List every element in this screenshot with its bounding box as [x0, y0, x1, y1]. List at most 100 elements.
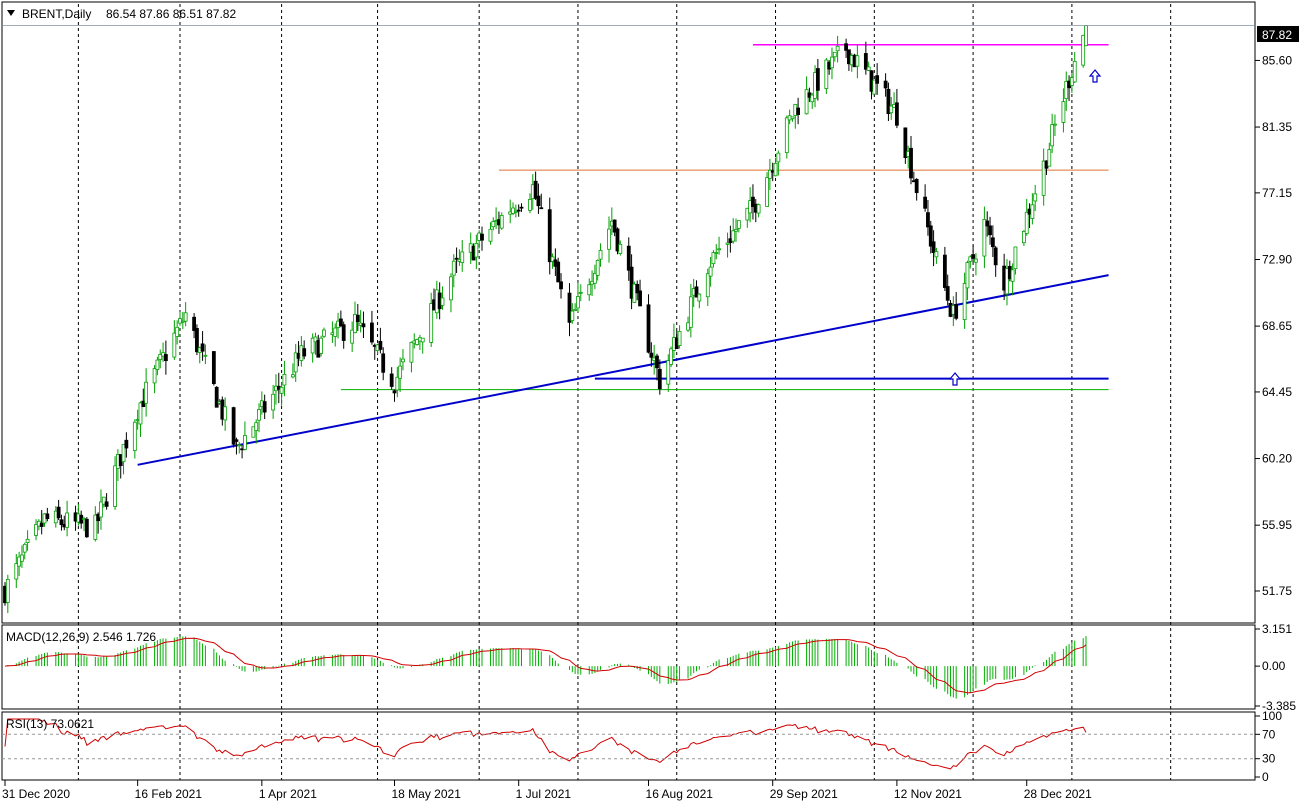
- candle-body: [56, 506, 61, 519]
- candle-body: [491, 221, 496, 228]
- candle-body: [499, 214, 504, 229]
- candle-body: [516, 209, 521, 212]
- candle-body: [322, 329, 326, 337]
- y-tick-label: 60.20: [1262, 452, 1292, 466]
- candle-body: [279, 386, 284, 394]
- candle-body: [926, 212, 930, 228]
- x-axis: 31 Dec 2020 16 Feb 2021 1 Apr 2021 18 May 2…: [2, 780, 1092, 801]
- candle-body: [942, 254, 947, 288]
- candle-body: [243, 435, 247, 450]
- candle-body: [223, 406, 228, 421]
- candle-body: [708, 266, 713, 277]
- candle-body: [914, 178, 919, 194]
- rsi-series: [4, 718, 1087, 770]
- rsi-y-tick-label: 100: [1262, 709, 1282, 723]
- candle-body: [163, 354, 168, 362]
- support-arrow-icon: [948, 372, 962, 386]
- candle-body: [889, 105, 894, 114]
- candle-body: [855, 55, 860, 67]
- candle-body: [96, 513, 101, 522]
- candle-body: [451, 260, 456, 276]
- candle-body: [968, 256, 973, 262]
- candle-body: [20, 554, 24, 562]
- candle-body: [773, 163, 778, 177]
- candle-body: [361, 323, 366, 328]
- macd-signal-line: [4, 637, 1087, 694]
- candle-body: [381, 353, 386, 373]
- candle-body: [756, 204, 761, 214]
- macd-label: MACD(12,26,9) 2.546 1.726: [6, 630, 156, 644]
- candle-body: [705, 273, 710, 298]
- candle-body: [954, 304, 959, 319]
- x-tick-label: 18 May 2021: [391, 787, 461, 801]
- candle-body: [694, 286, 699, 298]
- x-tick-label: 1 Apr 2021: [259, 787, 317, 801]
- candle-body: [612, 219, 617, 233]
- candle-body: [894, 102, 899, 126]
- candle-body: [567, 292, 572, 323]
- candle-body: [646, 304, 651, 353]
- candle-body: [460, 251, 465, 263]
- candle-body: [576, 296, 580, 309]
- candle-body: [341, 324, 346, 341]
- candle-body: [1005, 268, 1009, 295]
- candle-body: [993, 247, 998, 266]
- y-tick-label: 81.35: [1262, 120, 1292, 134]
- x-tick-label: 29 Sep 2021: [770, 787, 838, 801]
- candle-body: [751, 196, 755, 207]
- candle-body: [550, 256, 555, 262]
- candle-body: [965, 262, 970, 289]
- candle-body: [25, 538, 30, 543]
- candle-body: [39, 522, 44, 527]
- candle-body: [5, 579, 10, 603]
- candle-body: [1050, 124, 1055, 147]
- candle-body: [875, 75, 880, 84]
- candle-body: [592, 272, 597, 284]
- candle-body: [392, 390, 397, 394]
- candle-body: [1053, 123, 1057, 126]
- breakout-arrow-icon: [1088, 69, 1102, 83]
- candle-body: [389, 373, 394, 387]
- symbol-label: BRENT,Daily: [22, 7, 91, 21]
- candle-body: [293, 352, 298, 373]
- candle-body: [104, 501, 109, 507]
- candle-body: [214, 386, 219, 408]
- price-panel-frame: [1, 1, 1256, 624]
- dropdown-triangle-icon[interactable]: [7, 10, 15, 16]
- candle-body: [784, 117, 789, 154]
- candle-body: [141, 400, 146, 407]
- candle-body: [573, 309, 578, 311]
- macd-y-tick-label: -3.385: [1262, 699, 1296, 713]
- candle-body: [65, 512, 69, 528]
- candle-body: [945, 286, 950, 301]
- y-tick-label: 55.95: [1262, 518, 1292, 532]
- candle-body: [183, 312, 188, 322]
- candle-body: [666, 360, 671, 385]
- x-tick-label: 28 Dec 2021: [1024, 787, 1092, 801]
- trendline: [137, 274, 1109, 466]
- candle-body: [474, 243, 479, 258]
- x-tick-label: 16 Aug 2021: [646, 787, 714, 801]
- candle-body: [440, 297, 445, 306]
- candle-body: [635, 283, 640, 294]
- candle-body: [934, 251, 939, 258]
- rsi-line: [4, 718, 1087, 770]
- candle-body: [974, 258, 978, 263]
- candle-body: [231, 407, 236, 445]
- y-tick-label: 68.65: [1262, 319, 1292, 333]
- rsi-y-tick-label: 70: [1262, 727, 1276, 741]
- candle-body: [192, 316, 197, 331]
- candle-body: [711, 252, 716, 265]
- x-tick-label: 1 Jul 2021: [516, 787, 572, 801]
- candle-body: [536, 195, 541, 207]
- candle-body: [59, 519, 64, 526]
- candle-body: [677, 330, 682, 346]
- candle-body: [449, 276, 453, 301]
- candle-body: [350, 329, 355, 344]
- candle-body: [632, 283, 637, 303]
- candle-body: [587, 284, 592, 296]
- candle-body: [519, 206, 524, 209]
- candle-body: [909, 147, 913, 179]
- candle-body: [234, 439, 239, 442]
- candle-body: [203, 354, 208, 357]
